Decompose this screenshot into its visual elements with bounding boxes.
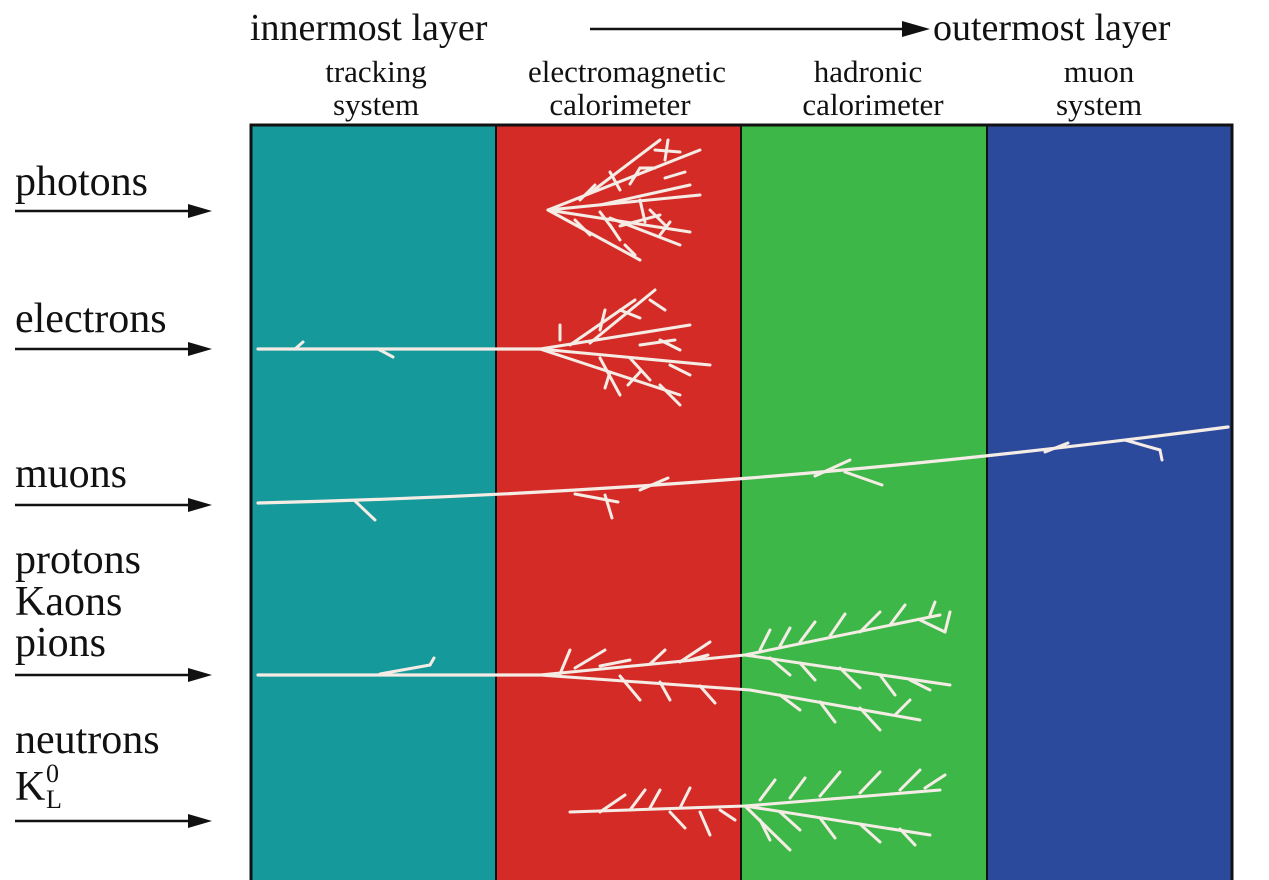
layer-name-hadronic-1: hadronic [814,54,922,89]
layer-name-tracking-1: tracking [325,54,427,89]
arrow-photons [15,204,212,218]
outermost-layer-label: outermost layer [933,7,1171,49]
layer-name-hadronic-2: calorimeter [802,87,944,122]
detector-outline [249,123,1234,880]
particle-labels: photons electrons muons protons Kaons pi… [15,159,212,828]
arrow-electrons [15,342,212,356]
k0l-base: K [15,764,45,810]
label-k0l: K 0 L [15,759,62,814]
layer-dividers [495,125,988,880]
layer-name-em-2: calorimeter [549,87,691,122]
electron-track [256,288,712,407]
label-kaons: Kaons [15,579,122,625]
detector-layers [249,123,1234,880]
k0l-subscript: L [46,785,62,814]
label-electrons: electrons [15,296,167,342]
layer-name-em-1: electromagnetic [528,54,726,89]
arrow-hadrons [15,668,212,682]
photon-shower [546,138,702,262]
label-photons: photons [15,159,148,205]
label-pions: pions [15,620,106,666]
layer-name-muon-1: muon [1064,54,1135,89]
innermost-layer-label: innermost layer [250,7,488,49]
hadronic-calorimeter-layer [741,125,987,880]
hadron-shower [256,600,952,732]
label-neutrons: neutrons [15,717,160,763]
k0l-superscript: 0 [46,759,59,788]
layer-names: tracking system electromagnetic calorime… [325,54,1142,122]
direction-arrow [590,21,930,37]
arrow-muons [15,498,212,512]
neutral-shower [568,768,947,852]
label-muons: muons [15,451,127,497]
muon-track [256,425,1230,522]
layer-name-muon-2: system [1056,87,1142,122]
arrow-neutrals [15,814,212,828]
label-protons: protons [15,537,141,583]
layer-name-tracking-2: system [333,87,419,122]
muon-system-layer [987,125,1232,880]
